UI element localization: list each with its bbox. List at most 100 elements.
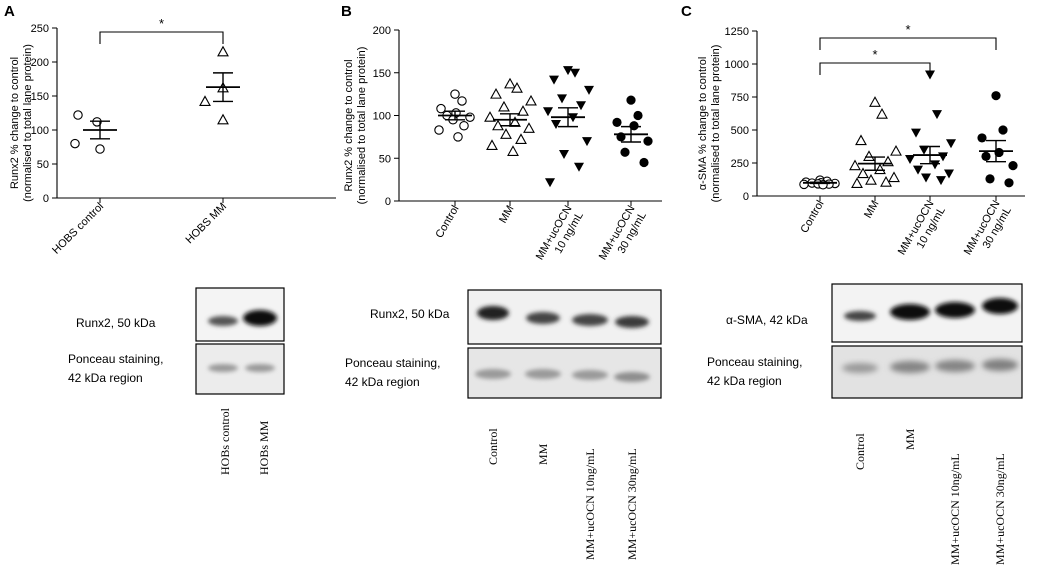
blot-a-lane-label: HOBs control	[218, 407, 232, 475]
data-point	[504, 77, 516, 89]
blot-b-band-label: Runx2, 50 kDa	[370, 307, 450, 321]
data-point	[525, 94, 537, 106]
blot-a-stain-band	[208, 364, 238, 372]
data-point	[73, 110, 83, 120]
significance-star: *	[159, 16, 164, 31]
data-point	[486, 139, 498, 150]
significance-star: *	[872, 47, 877, 62]
blot-c-band	[935, 302, 975, 318]
blot-a: Runx2, 50 kDa Ponceau staining, 42 kDa r…	[68, 287, 285, 475]
x-tick-label: HOBS control	[50, 201, 106, 257]
data-point	[557, 94, 567, 104]
data-point	[584, 85, 594, 95]
blot-b-band	[572, 314, 608, 326]
y-tick-label: 250	[31, 23, 49, 35]
data-point	[874, 163, 886, 175]
blot-c-lane-label: MM+ucOCN 30ng/mL	[993, 453, 1007, 565]
blot-c-stain-band	[982, 359, 1018, 371]
data-point	[559, 149, 569, 159]
blot-c-band-label: α-SMA, 42 kDa	[726, 313, 808, 327]
data-point	[938, 152, 948, 162]
y-tick-label: 1250	[725, 26, 749, 38]
blot-c-stain-label-line1: Ponceau staining,	[707, 355, 802, 369]
panel-letter-b: B	[341, 3, 352, 20]
x-tick-label: MM+ucOCN10 ng/mL	[534, 203, 586, 268]
blot-a-band-label: Runx2, 50 kDa	[76, 316, 156, 330]
data-point	[459, 121, 469, 131]
blot-b-lane-label: MM+ucOCN 10ng/mL	[583, 448, 597, 560]
data-point	[863, 150, 875, 161]
data-point	[434, 125, 444, 135]
y-tick-label: 0	[385, 196, 391, 208]
data-point	[932, 110, 942, 120]
data-point	[95, 144, 105, 154]
data-point	[643, 136, 653, 146]
blot-b-stain-label-line1: Ponceau staining,	[345, 356, 440, 370]
blot-b-stain-label-line2: 42 kDa region	[345, 375, 420, 389]
data-point	[936, 176, 946, 186]
y-tick-label: 1000	[725, 59, 749, 71]
x-tick-label: Control	[433, 204, 461, 241]
blot-c-stain-band	[890, 361, 930, 373]
data-point	[919, 145, 929, 155]
significance-bracket	[819, 37, 997, 50]
blot-b-band	[477, 306, 509, 320]
data-point	[911, 128, 921, 138]
data-point	[436, 103, 446, 114]
x-tick-label: MM	[497, 204, 517, 226]
data-point	[880, 176, 892, 187]
significance-bracket	[99, 31, 224, 44]
blot-b-lane-label: MM+ucOCN 30ng/mL	[625, 448, 639, 560]
data-point	[549, 75, 559, 85]
blot-a-band	[243, 310, 277, 326]
x-tick-label: MM+ucOCN10 ng/mL	[896, 198, 948, 263]
blot-c-band	[890, 304, 930, 320]
data-point	[576, 101, 586, 111]
blot-c-lane-label: MM	[903, 428, 917, 450]
data-point	[890, 144, 902, 156]
data-point	[991, 91, 1001, 101]
data-point	[998, 125, 1008, 135]
blot-b-band	[526, 312, 560, 324]
blot-a-stain-label-line1: Ponceau staining,	[68, 352, 163, 366]
chart-a: 0 50 100 150 200 250 Runx2 % change to control…	[9, 16, 336, 257]
blot-c-stain-band	[935, 360, 975, 372]
data-point	[946, 139, 956, 149]
data-point	[1004, 178, 1014, 188]
data-point	[199, 95, 211, 106]
blot-a-band	[208, 316, 238, 326]
data-point	[612, 117, 622, 127]
data-point	[849, 159, 861, 171]
y-axis-label: Runx2 % change to control(normalised to …	[343, 47, 368, 205]
x-tick-label: Control	[798, 199, 826, 236]
data-point	[977, 133, 987, 143]
data-point	[620, 147, 630, 157]
panel-letter-c: C	[681, 3, 692, 20]
blot-a-lane-label: HOBs MM	[257, 420, 271, 475]
blot-b: Runx2, 50 kDa Ponceau staining, 42 kDa r…	[345, 289, 662, 560]
data-point	[507, 145, 519, 156]
data-point	[545, 178, 555, 188]
data-point	[70, 138, 80, 149]
data-point	[490, 87, 502, 99]
y-tick-label: 200	[373, 25, 391, 37]
data-point	[523, 122, 535, 133]
data-point	[639, 157, 649, 168]
x-tick-label: HOBS MM	[183, 201, 229, 247]
chart-b: 0 50 100 150 200 Runx2 % change to control(no…	[343, 25, 662, 268]
data-point	[985, 174, 995, 184]
blot-c-lane-label: MM+ucOCN 10ng/mL	[948, 453, 962, 565]
data-point	[484, 111, 496, 122]
blot-c: α-SMA, 42 kDa Ponceau staining, 42 kDa r…	[707, 283, 1023, 565]
blot-b-stain-band	[614, 372, 650, 382]
blot-c-stain-label-line2: 42 kDa region	[707, 374, 782, 388]
data-point	[217, 113, 229, 125]
y-tick-label: 50	[379, 153, 391, 165]
y-tick-label: 200	[31, 57, 49, 69]
y-tick-label: 0	[743, 191, 749, 203]
data-point	[865, 174, 877, 185]
x-tick-label: MM+ucOCN30 ng/mL	[962, 198, 1014, 263]
y-tick-label: 250	[731, 158, 749, 170]
data-point	[543, 107, 553, 117]
